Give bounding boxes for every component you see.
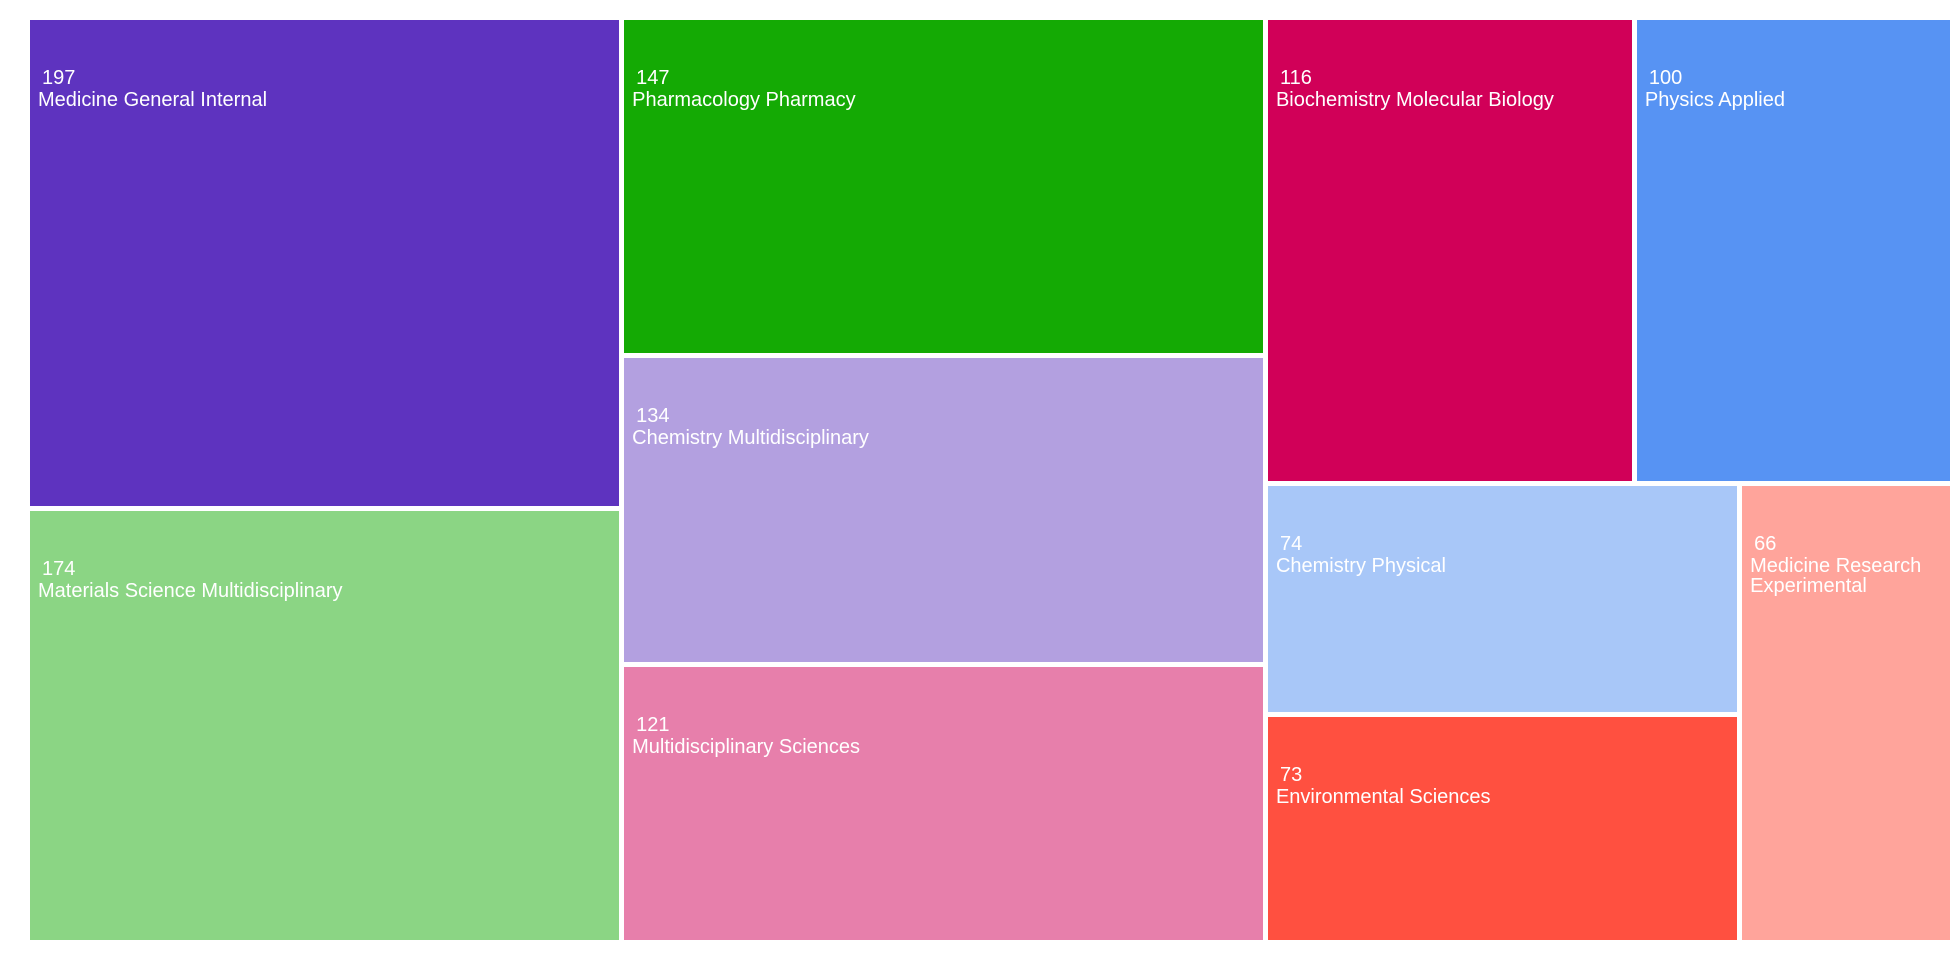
treemap-tile: 134 Chemistry Multidisciplinary	[624, 358, 1263, 662]
tile-value: 116	[1279, 67, 1312, 89]
treemap-tile: 197 Medicine General Internal	[30, 20, 620, 507]
tile-label: Chemistry Multidisciplinary	[632, 427, 869, 450]
treemap-tile: 116 Biochemistry Molecular Biology	[1267, 20, 1632, 481]
treemap-tile: 174 Materials Science Multidisciplinary	[30, 511, 620, 940]
tile-label: Environmental Sciences	[1275, 785, 1491, 808]
tile-value: 134	[636, 405, 670, 428]
tile-value: 121	[636, 713, 670, 736]
tile-value: 147	[636, 67, 670, 89]
tile-value: 100	[1648, 67, 1683, 89]
tile-label: Pharmacology Pharmacy	[632, 89, 856, 111]
tile-label: Materials Science Multidisciplinary	[38, 580, 343, 603]
treemap-tile: 73 Environmental Sciences	[1267, 716, 1738, 940]
tile-label: Multidisciplinary Sciences	[632, 735, 861, 758]
treemap-tile: 74 Chemistry Physical	[1267, 485, 1738, 712]
tile-value: 197	[42, 67, 76, 89]
tile-value: 74	[1279, 532, 1303, 555]
treemap-tile: 147 Pharmacology Pharmacy	[624, 20, 1263, 354]
treemap-tile: 100 Physics Applied	[1636, 20, 1950, 481]
tile-label: Biochemistry Molecular Biology	[1275, 89, 1554, 111]
tile-label: Chemistry Physical	[1275, 554, 1446, 577]
tile-value: 66	[1754, 532, 1777, 555]
tile-value: 73	[1279, 763, 1303, 786]
tile-label: Medicine General Internal	[38, 89, 268, 111]
tile-label: Medicine Research Experimental	[1750, 554, 1922, 597]
treemap-tile: 121 Multidisciplinary Sciences	[624, 666, 1263, 940]
tile-label: Physics Applied	[1644, 89, 1785, 111]
treemap-tile: 66 Medicine Research Experimental	[1742, 485, 1950, 940]
tile-value: 174	[42, 558, 76, 581]
